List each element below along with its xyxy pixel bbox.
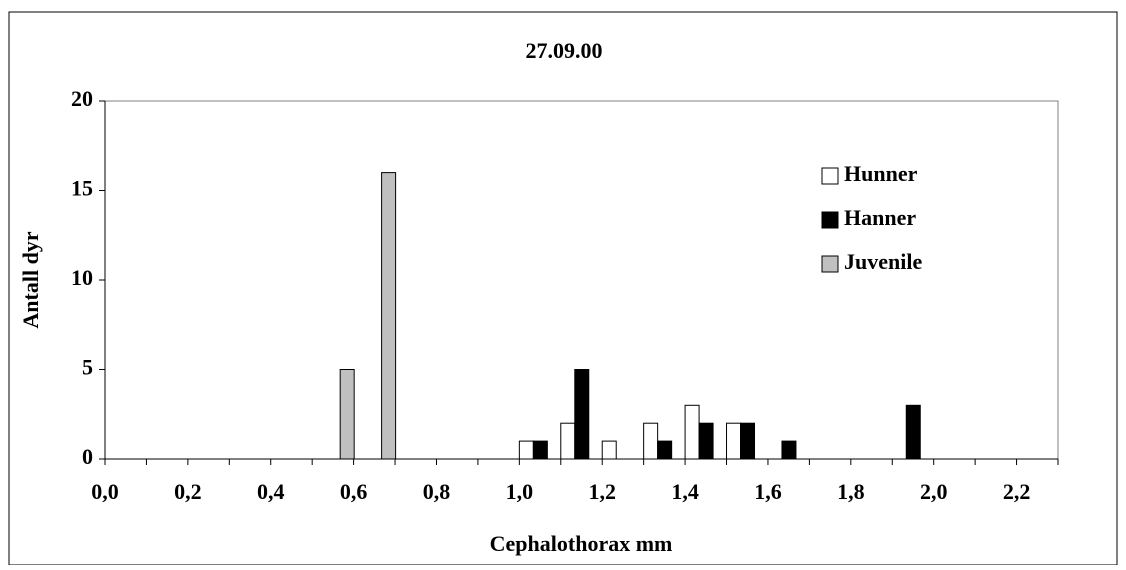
y-tick-label: 15 <box>71 176 93 201</box>
y-axis-label: Antall dyr <box>18 231 43 328</box>
bar <box>560 422 576 460</box>
x-tick-label: 1,0 <box>506 479 534 504</box>
bar <box>601 440 617 460</box>
bar <box>574 369 590 460</box>
legend-label: Juvenile <box>844 249 922 274</box>
bar <box>643 422 659 460</box>
bar <box>657 440 673 460</box>
x-tick-label: 1,2 <box>588 479 616 504</box>
bar <box>532 440 548 460</box>
x-axis-label: Cephalothorax mm <box>490 531 673 556</box>
legend-label: Hunner <box>844 161 918 186</box>
bar <box>781 440 797 460</box>
x-tick-label: 1,6 <box>754 479 782 504</box>
x-tick-label: 1,4 <box>671 479 699 504</box>
x-tick-label: 0,8 <box>423 479 451 504</box>
bar <box>905 404 921 460</box>
y-tick-label: 20 <box>71 86 93 111</box>
legend-swatch <box>821 255 839 273</box>
y-tick-label: 10 <box>71 265 93 290</box>
x-tick-label: 0,4 <box>257 479 285 504</box>
x-tick-label: 2,0 <box>920 479 948 504</box>
x-tick-label: 2,2 <box>1003 479 1031 504</box>
x-tick-label: 0,2 <box>174 479 202 504</box>
bar <box>726 422 742 460</box>
bar <box>339 369 355 460</box>
bar <box>684 404 700 460</box>
x-tick-label: 0,6 <box>340 479 368 504</box>
y-tick-label: 0 <box>82 444 93 469</box>
bar <box>698 422 714 460</box>
bar <box>740 422 756 460</box>
x-tick-label: 1,8 <box>837 479 865 504</box>
legend-label: Hanner <box>844 205 916 230</box>
x-tick-label: 0,0 <box>91 479 119 504</box>
y-tick-label: 5 <box>82 355 93 380</box>
bar <box>381 172 397 460</box>
chart-title: 27.09.00 <box>526 38 603 63</box>
legend-swatch <box>821 167 839 185</box>
bar <box>518 440 534 460</box>
legend-swatch <box>821 211 839 229</box>
